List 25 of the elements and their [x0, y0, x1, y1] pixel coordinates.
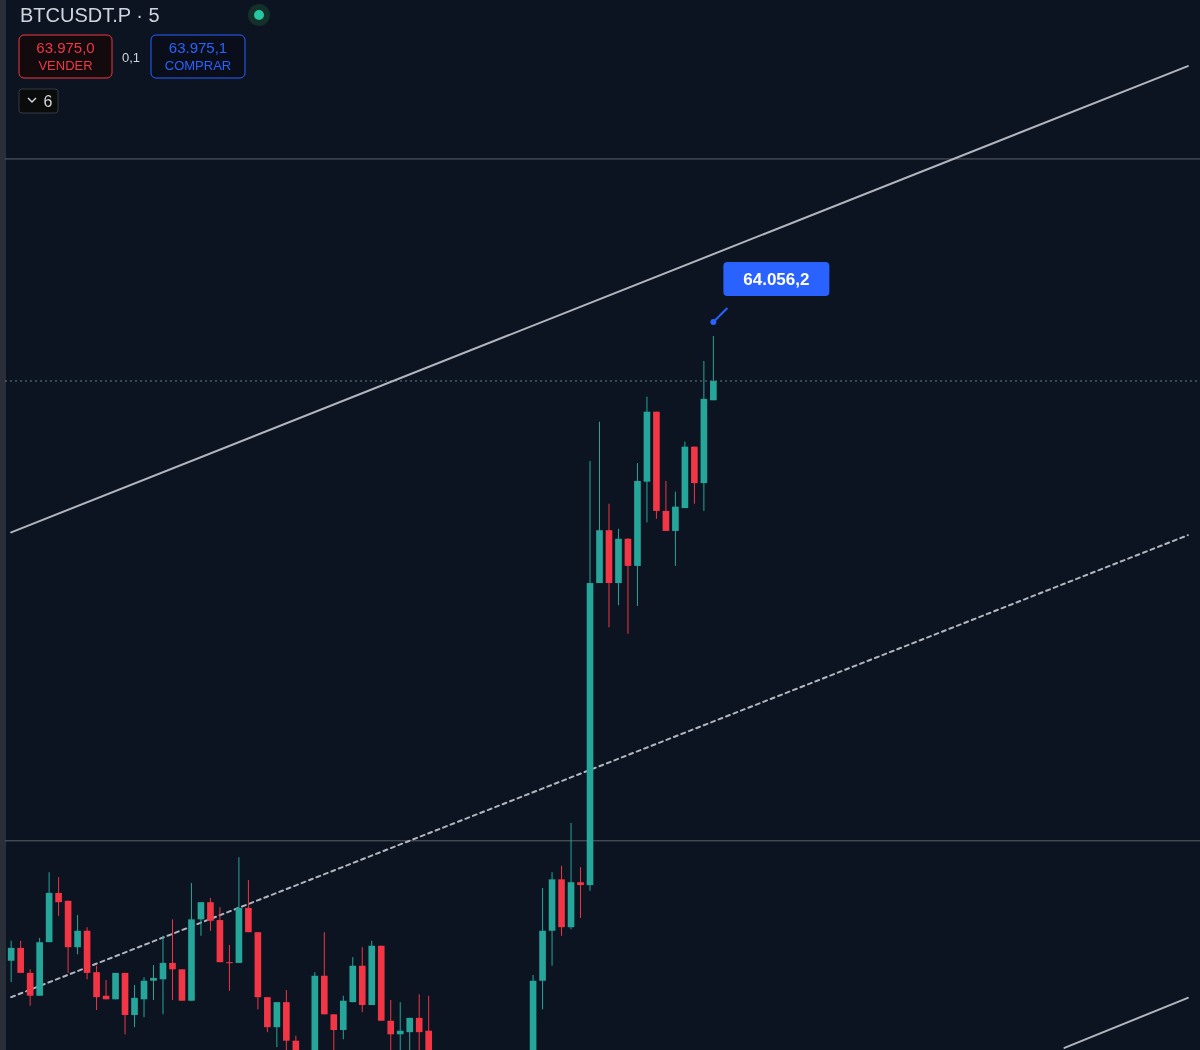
candlestick: [425, 995, 433, 1050]
candlestick: [26, 968, 34, 1007]
candlestick: [7, 940, 15, 983]
text: 64.056,2: [743, 270, 810, 289]
text: 63.975,1: [168, 39, 228, 56]
candlestick: [226, 944, 233, 992]
candlestick: [387, 999, 395, 1050]
candlestick: [169, 918, 176, 1001]
chart-title: BTCUSDT.P · 5: [20, 4, 160, 26]
candlestick: [131, 984, 138, 1028]
candlestick: [406, 1017, 414, 1050]
candlestick: [150, 964, 157, 1001]
text: 63.975,0: [36, 39, 95, 56]
candlestick: [330, 1013, 338, 1050]
candlestick: [207, 897, 214, 932]
candlestick: [74, 914, 81, 955]
candlestick: [577, 866, 584, 919]
text: COMPRAR: [164, 58, 232, 73]
text: VENDER: [38, 58, 93, 73]
text: 6: [43, 93, 53, 110]
text: 0,1: [121, 50, 141, 65]
candlestick: [710, 335, 717, 401]
candlestick: [415, 993, 423, 1050]
candlestick: [662, 480, 670, 532]
candlestick: [55, 876, 62, 917]
